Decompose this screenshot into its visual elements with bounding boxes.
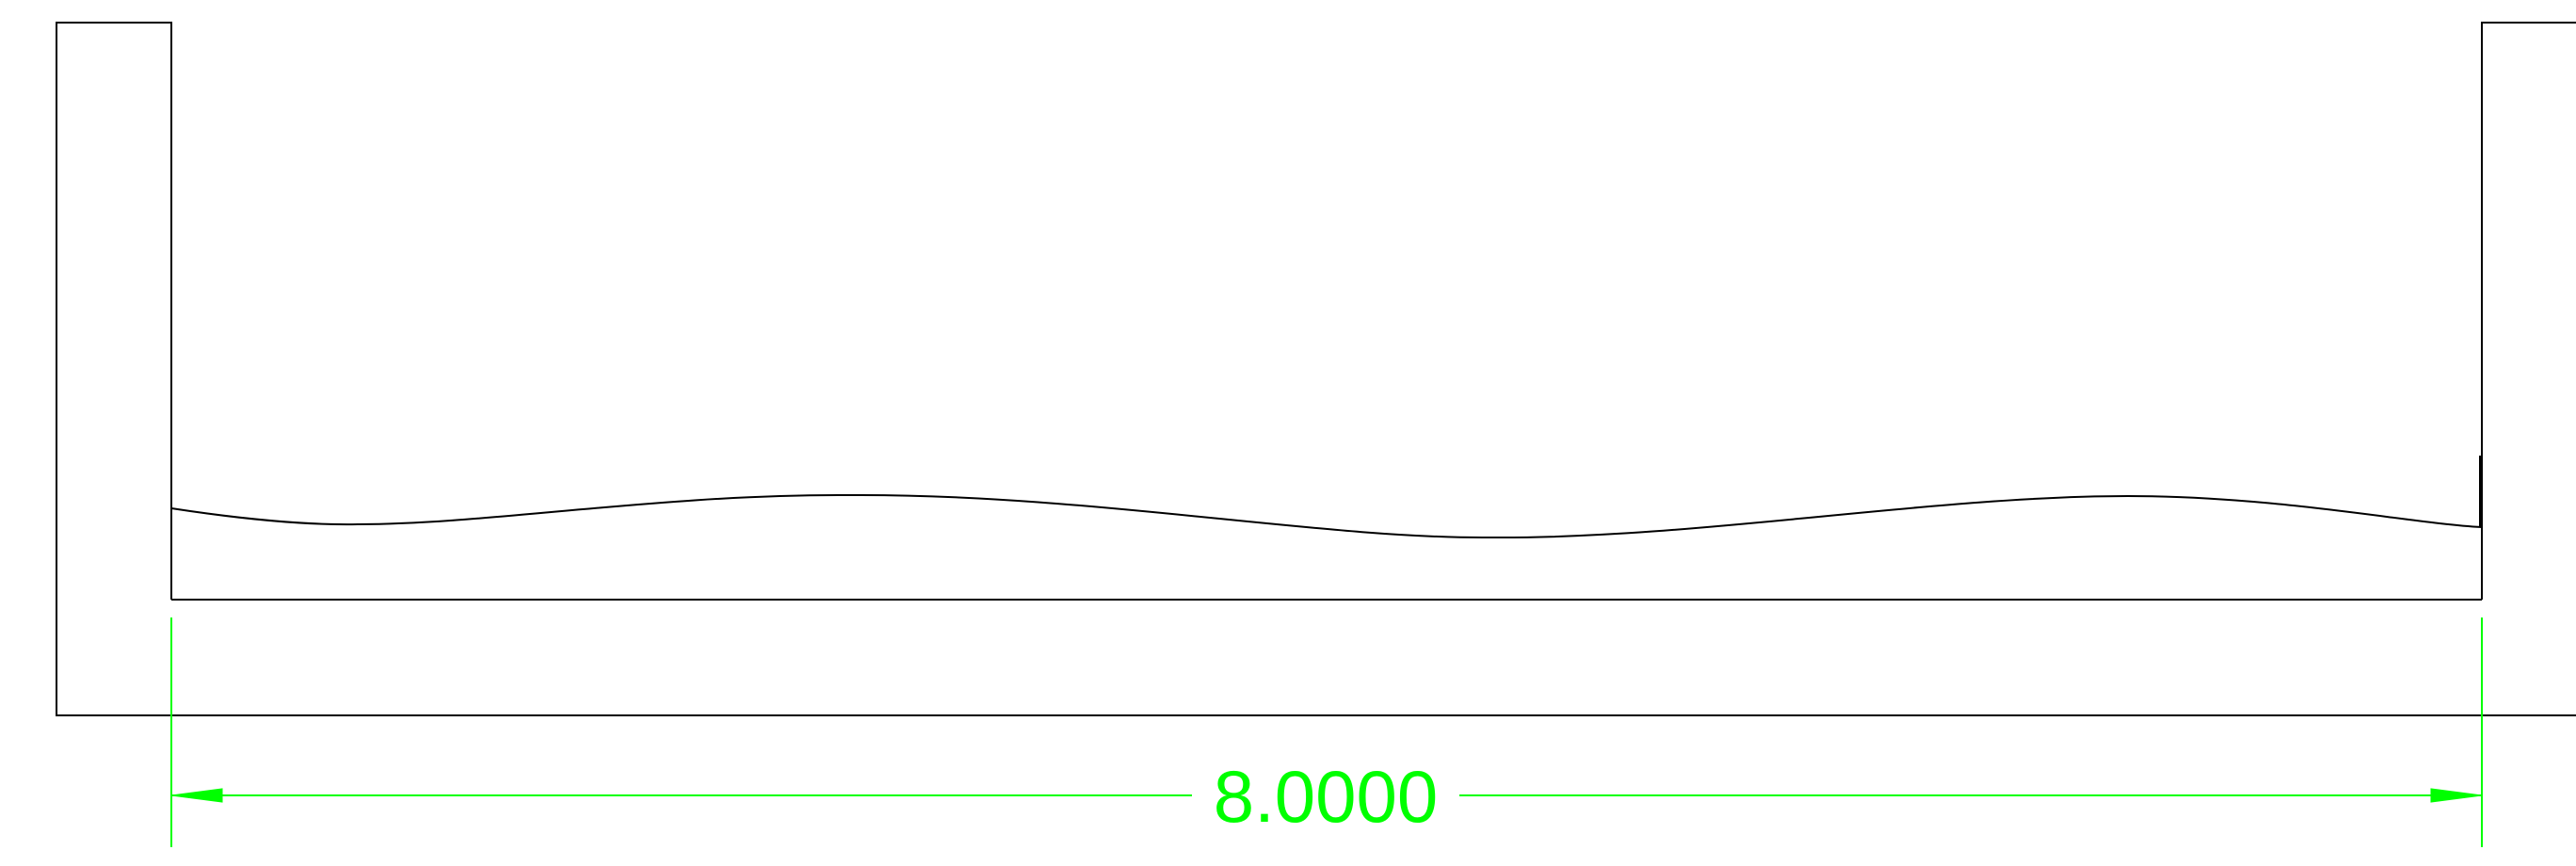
dimension-arrowhead-right bbox=[2430, 788, 2483, 803]
left-wall-outline bbox=[56, 22, 2576, 716]
right-wall-outline bbox=[2481, 22, 2576, 600]
wave-surface-curve bbox=[170, 493, 2483, 539]
dimension-value-label: 8.0000 bbox=[1214, 755, 1439, 838]
dimension-arrowhead-left bbox=[170, 788, 223, 803]
